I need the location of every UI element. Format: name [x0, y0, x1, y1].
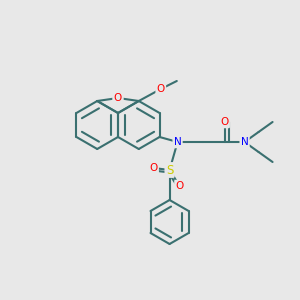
Text: O: O [220, 117, 229, 127]
Text: N: N [174, 137, 182, 147]
Text: O: O [149, 163, 158, 173]
Text: O: O [157, 84, 165, 94]
Text: O: O [176, 181, 184, 191]
Text: S: S [166, 164, 173, 176]
Text: N: N [241, 137, 248, 147]
Text: O: O [114, 93, 122, 103]
